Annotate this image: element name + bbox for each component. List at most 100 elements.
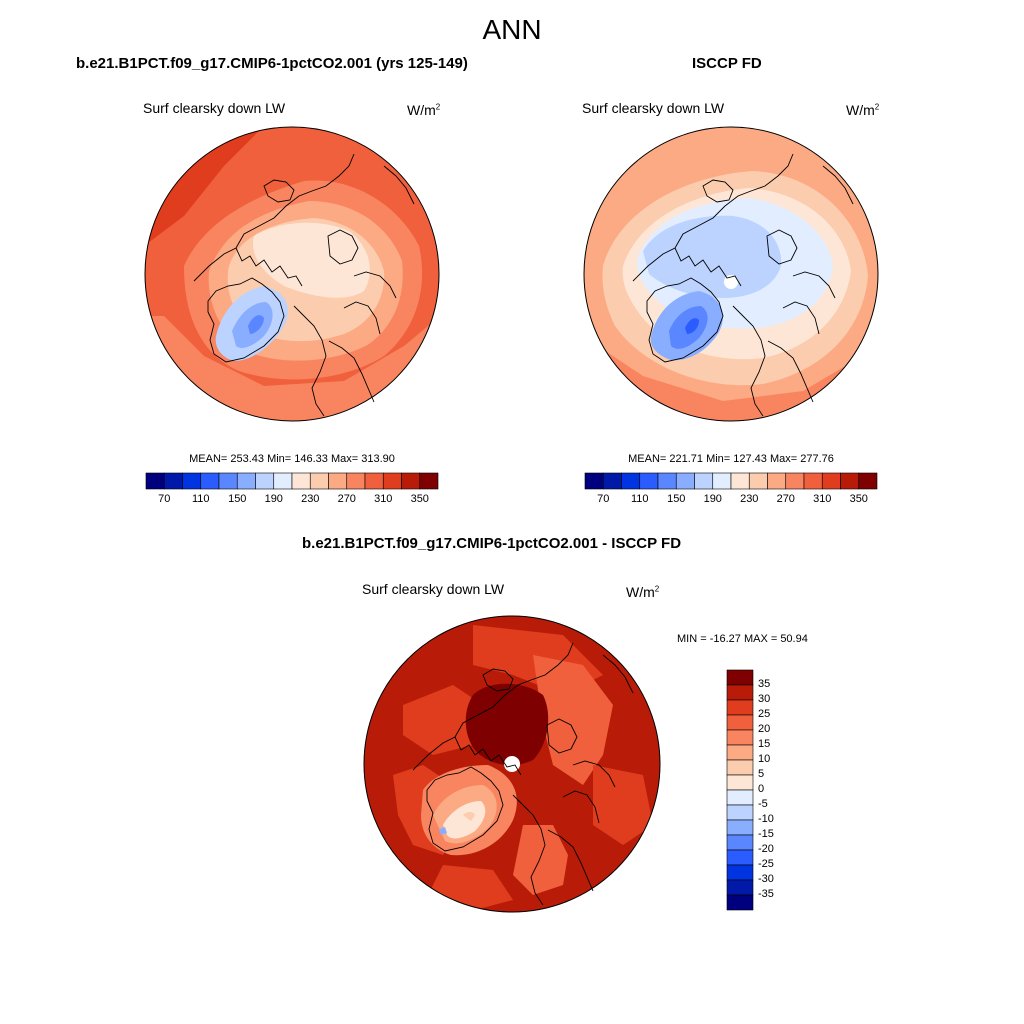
model-units-base: W/m [407, 102, 436, 118]
model-map-border [144, 126, 440, 422]
diff-units-label: W/m2 [626, 584, 659, 600]
obs-colorbar-tick-label: 270 [776, 493, 795, 505]
model-colorbar-tick-label: 190 [264, 493, 283, 505]
obs-colorbar-swatch [785, 472, 805, 490]
model-colorbar [145, 472, 439, 490]
diff-colorbar-tick-label: -5 [758, 798, 768, 810]
diff-colorbar-tick-label: 20 [758, 723, 771, 735]
model-units-label: W/m2 [407, 102, 440, 118]
obs-colorbar-swatch [675, 472, 695, 490]
model-colorbar-swatch [346, 472, 366, 490]
diff-colorbar [726, 669, 754, 911]
obs-units-label: W/m2 [846, 102, 879, 118]
obs-colorbar-swatch [657, 472, 677, 490]
model-variable-label: Surf clearsky down LW [143, 100, 286, 116]
obs-colorbar-swatch [840, 472, 860, 490]
obs-colorbar-tick-label: 310 [813, 493, 832, 505]
diff-units-base: W/m [626, 584, 655, 600]
diff-colorbar-swatch [726, 864, 754, 881]
obs-colorbar-swatch [858, 472, 878, 490]
model-colorbar-tick-label: 270 [337, 493, 356, 505]
diff-panel-title: b.e21.B1PCT.f09_g17.CMIP6-1pctCO2.001 - … [302, 535, 682, 552]
obs-colorbar-ticks: 70 110 150 190 230 270 310 350 [585, 493, 877, 507]
obs-colorbar-swatch [748, 472, 768, 490]
obs-colorbar-swatch [821, 472, 841, 490]
diff-colorbar-swatch [726, 834, 754, 851]
model-colorbar-swatch [145, 472, 165, 490]
model-colorbar-swatch [401, 472, 421, 490]
obs-stats: MEAN= 221.71 Min= 127.43 Max= 277.76 [628, 453, 834, 465]
model-polar-map [144, 126, 440, 422]
diff-colorbar-tick-label: 25 [758, 708, 771, 720]
model-colorbar-ticks: 70 110 150 190 230 270 310 350 [146, 493, 438, 507]
diff-colorbar-swatch [726, 774, 754, 791]
diff-colorbar-ticks: 35 30 25 20 15 10 5 0 -5 -10 -15 -20 -25 -30 -35 [758, 670, 798, 910]
model-units-exponent: 2 [435, 102, 441, 112]
model-coastlines [193, 153, 415, 417]
diff-colorbar-swatch [726, 894, 754, 911]
obs-units-base: W/m [846, 102, 875, 118]
diff-colorbar-swatch [726, 789, 754, 806]
diff-polar-map [363, 615, 661, 913]
model-colorbar-swatch [182, 472, 202, 490]
obs-colorbar-swatch [694, 472, 714, 490]
model-stats: MEAN= 253.43 Min= 146.33 Max= 313.90 [189, 453, 395, 465]
diff-colorbar-tick-label: 15 [758, 738, 771, 750]
diff-colorbar-tick-label: -20 [758, 843, 774, 855]
diff-colorbar-tick-label: -30 [758, 873, 774, 885]
obs-colorbar-swatch [767, 472, 787, 490]
diff-colorbar-swatch [726, 804, 754, 821]
diff-colorbar-tick-label: -15 [758, 828, 774, 840]
diff-colorbar-tick-label: 0 [758, 783, 765, 795]
diff-colorbar-swatch [726, 819, 754, 836]
diff-colorbar-swatch [726, 879, 754, 896]
model-colorbar-tick-label: 150 [228, 493, 247, 505]
model-colorbar-swatch [255, 472, 275, 490]
model-colorbar-swatch [419, 472, 439, 490]
obs-colorbar-swatch [639, 472, 659, 490]
diff-colorbar-swatch [726, 684, 754, 701]
model-colorbar-swatch [291, 472, 311, 490]
diff-variable-label: Surf clearsky down LW [362, 581, 505, 597]
diff-colorbar-swatch [726, 714, 754, 731]
obs-map-border [583, 126, 879, 422]
model-colorbar-swatch [200, 472, 220, 490]
diff-colorbar-swatch [726, 744, 754, 761]
main-title: ANN [482, 14, 542, 45]
diff-map-border [363, 615, 661, 913]
obs-colorbar-swatch [621, 472, 641, 490]
diff-units-exponent: 2 [654, 584, 660, 594]
obs-panel-title: ISCCP FD [692, 55, 762, 72]
model-colorbar-swatch [218, 472, 238, 490]
diff-minmax: MIN = -16.27 MAX = 50.94 [677, 633, 808, 645]
obs-colorbar-swatch [602, 472, 622, 490]
diff-colorbar-swatch [726, 849, 754, 866]
diff-colorbar-tick-label: -10 [758, 813, 774, 825]
model-colorbar-swatch [309, 472, 329, 490]
diff-colorbar-tick-label: 10 [758, 753, 771, 765]
model-colorbar-swatch [236, 472, 256, 490]
diff-colorbar-swatch [726, 759, 754, 776]
diff-colorbar-tick-label: -35 [758, 888, 774, 900]
model-colorbar-tick-label: 70 [158, 493, 171, 505]
obs-colorbar [584, 472, 878, 490]
model-colorbar-swatch [382, 472, 402, 490]
obs-variable-label: Surf clearsky down LW [582, 100, 725, 116]
model-colorbar-swatch [364, 472, 384, 490]
diff-colorbar-swatch [726, 699, 754, 716]
model-colorbar-tick-label: 230 [301, 493, 320, 505]
obs-map-fill [584, 127, 878, 421]
obs-colorbar-tick-label: 350 [849, 493, 868, 505]
obs-colorbar-tick-label: 70 [597, 493, 610, 505]
model-colorbar-tick-label: 110 [191, 493, 210, 505]
model-colorbar-tick-label: 350 [410, 493, 429, 505]
obs-units-exponent: 2 [874, 102, 880, 112]
diff-colorbar-tick-label: 35 [758, 678, 771, 690]
diff-colorbar-tick-label: 5 [758, 768, 765, 780]
obs-colorbar-tick-label: 150 [667, 493, 686, 505]
diff-colorbar-swatch [726, 729, 754, 746]
diff-colorbar-swatch [726, 669, 754, 686]
model-colorbar-tick-label: 310 [374, 493, 393, 505]
diff-colorbar-tick-label: 30 [758, 693, 771, 705]
model-colorbar-swatch [163, 472, 183, 490]
